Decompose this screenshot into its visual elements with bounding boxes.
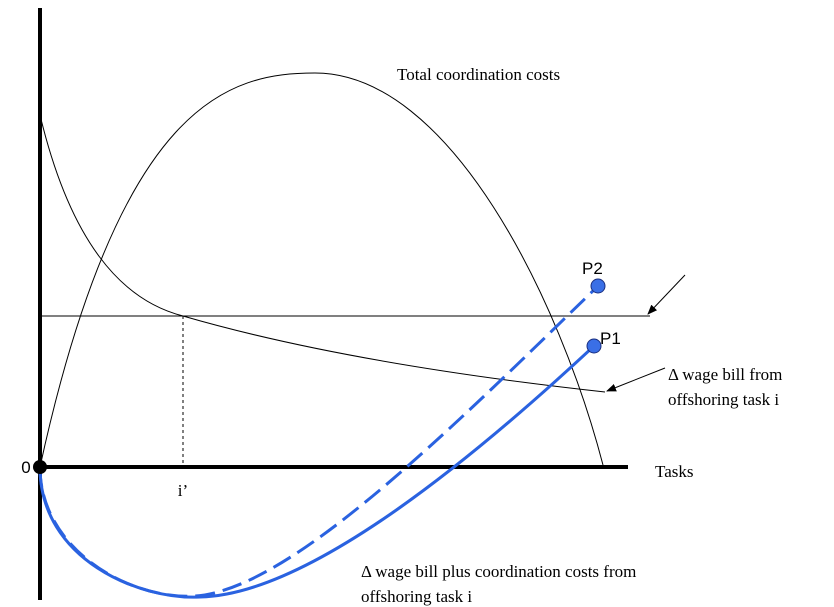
p2-point [590,278,606,294]
label: offshoring task i [361,587,472,606]
arrow [606,367,666,392]
p1-curve [38,344,596,599]
p2-curve [38,284,600,598]
label: 0 [21,458,30,477]
label: Δ wage bill plus coordination costs from [361,562,636,581]
arrow [647,274,686,315]
label: i’ [178,481,188,500]
coordination-cost-curve [39,72,604,468]
label: Tasks [655,462,693,481]
label: P1 [600,329,621,348]
wage-bill-curve [39,114,606,393]
label: offshoring task i [668,390,779,409]
label: Δ wage bill from [668,365,782,384]
label: Total coordination costs [397,65,560,84]
label: P2 [582,259,603,278]
origin-point [33,460,47,474]
p1-point [586,338,602,354]
